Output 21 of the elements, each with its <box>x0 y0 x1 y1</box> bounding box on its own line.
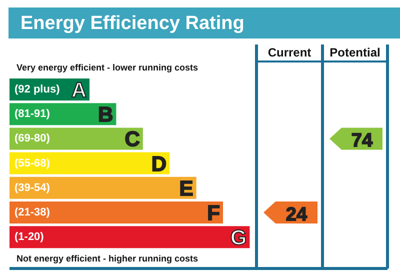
category-label: (81-91) <box>14 108 50 120</box>
category-label: (92 plus) <box>14 84 60 96</box>
text: B <box>98 104 114 127</box>
text: A <box>71 79 87 102</box>
text: Potential <box>330 46 380 60</box>
text: D <box>151 152 167 176</box>
category-label: (1-20) <box>14 231 44 244</box>
text: E <box>179 177 194 200</box>
text: C <box>124 128 140 152</box>
text: Very energy efficient - lower running costs <box>16 62 198 72</box>
category-label: (55-68) <box>14 157 50 170</box>
text: F <box>207 202 220 225</box>
text: Current <box>268 46 312 60</box>
data-label: 24 <box>286 204 308 226</box>
data-label: 74 <box>351 130 373 152</box>
category-label: (39-54) <box>14 182 50 194</box>
text: Not energy efficient - higher running costs <box>16 254 198 264</box>
category-label: (21-38) <box>14 206 50 218</box>
category-label: (69-80) <box>14 132 50 145</box>
text: G <box>230 226 247 250</box>
text: Energy Efficiency Rating <box>20 13 244 34</box>
